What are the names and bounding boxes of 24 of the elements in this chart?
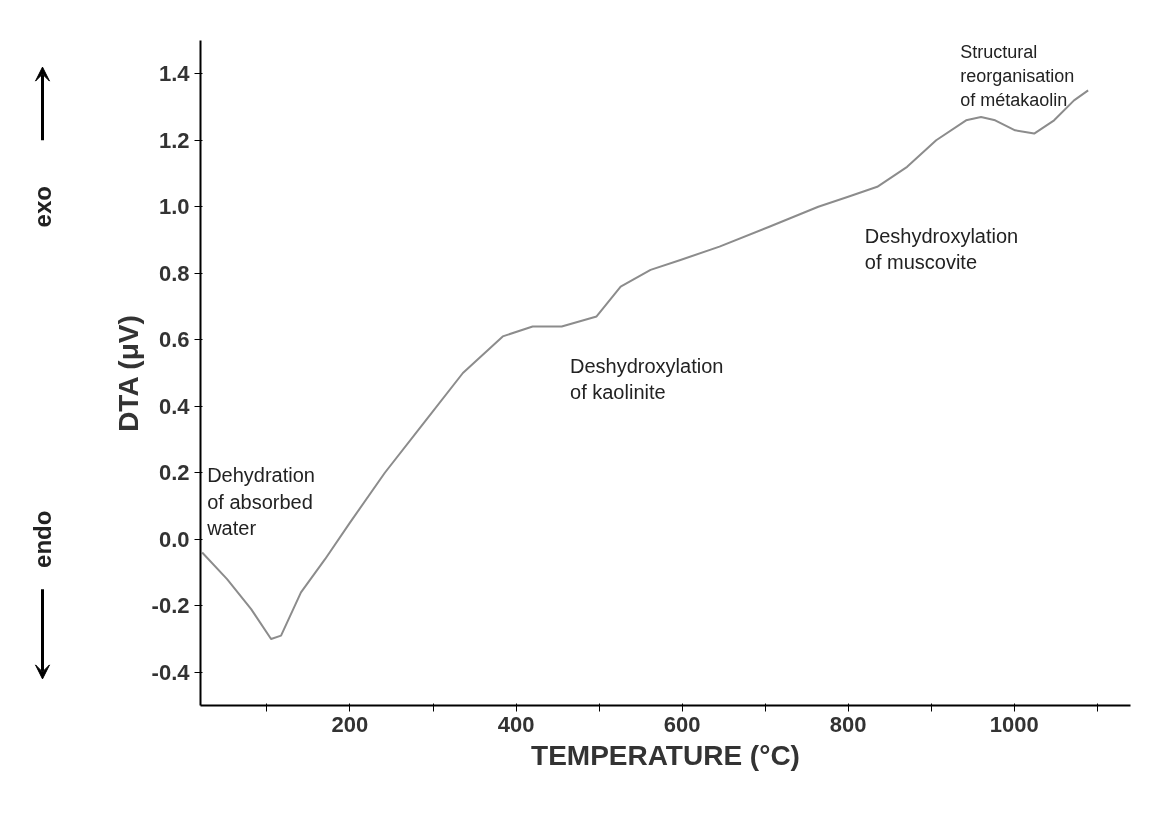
- annotation: Deshydroxylation of kaolinite: [570, 354, 724, 403]
- y-tick-label: 0.8: [158, 260, 190, 286]
- x-axis-title: TEMPERATURE (°C): [531, 739, 800, 771]
- y-tick-label: 0.6: [158, 327, 190, 353]
- y-tick-label: 1.2: [158, 127, 190, 153]
- annotation: Deshydroxylation of muscovite: [864, 224, 1019, 274]
- x-tick-label: 200: [331, 711, 369, 737]
- x-tick-label: 800: [829, 711, 867, 737]
- text: exo: [29, 186, 56, 228]
- x-tick-label: 400: [497, 711, 535, 737]
- y-tick-label: 0.0: [158, 526, 190, 552]
- text: endo: [29, 510, 56, 568]
- line-series: [201, 89, 1090, 640]
- y-tick-label: -0.2: [151, 593, 190, 619]
- y-tick-label: 0.4: [158, 393, 191, 419]
- x-tick-label: 600: [663, 711, 701, 737]
- annotation: Structural reorganisation of métakaolin: [960, 42, 1075, 111]
- y-tick-label: 0.2: [158, 460, 190, 486]
- y-tick-label: 1.4: [158, 61, 191, 87]
- y-axis-title: DTA (μV): [112, 315, 144, 432]
- annotation: Dehydration of absorbed water: [206, 464, 315, 540]
- x-tick-label: 1000: [989, 711, 1039, 737]
- y-tick-label: 1.0: [158, 194, 190, 220]
- y-tick-label: -0.4: [151, 659, 191, 685]
